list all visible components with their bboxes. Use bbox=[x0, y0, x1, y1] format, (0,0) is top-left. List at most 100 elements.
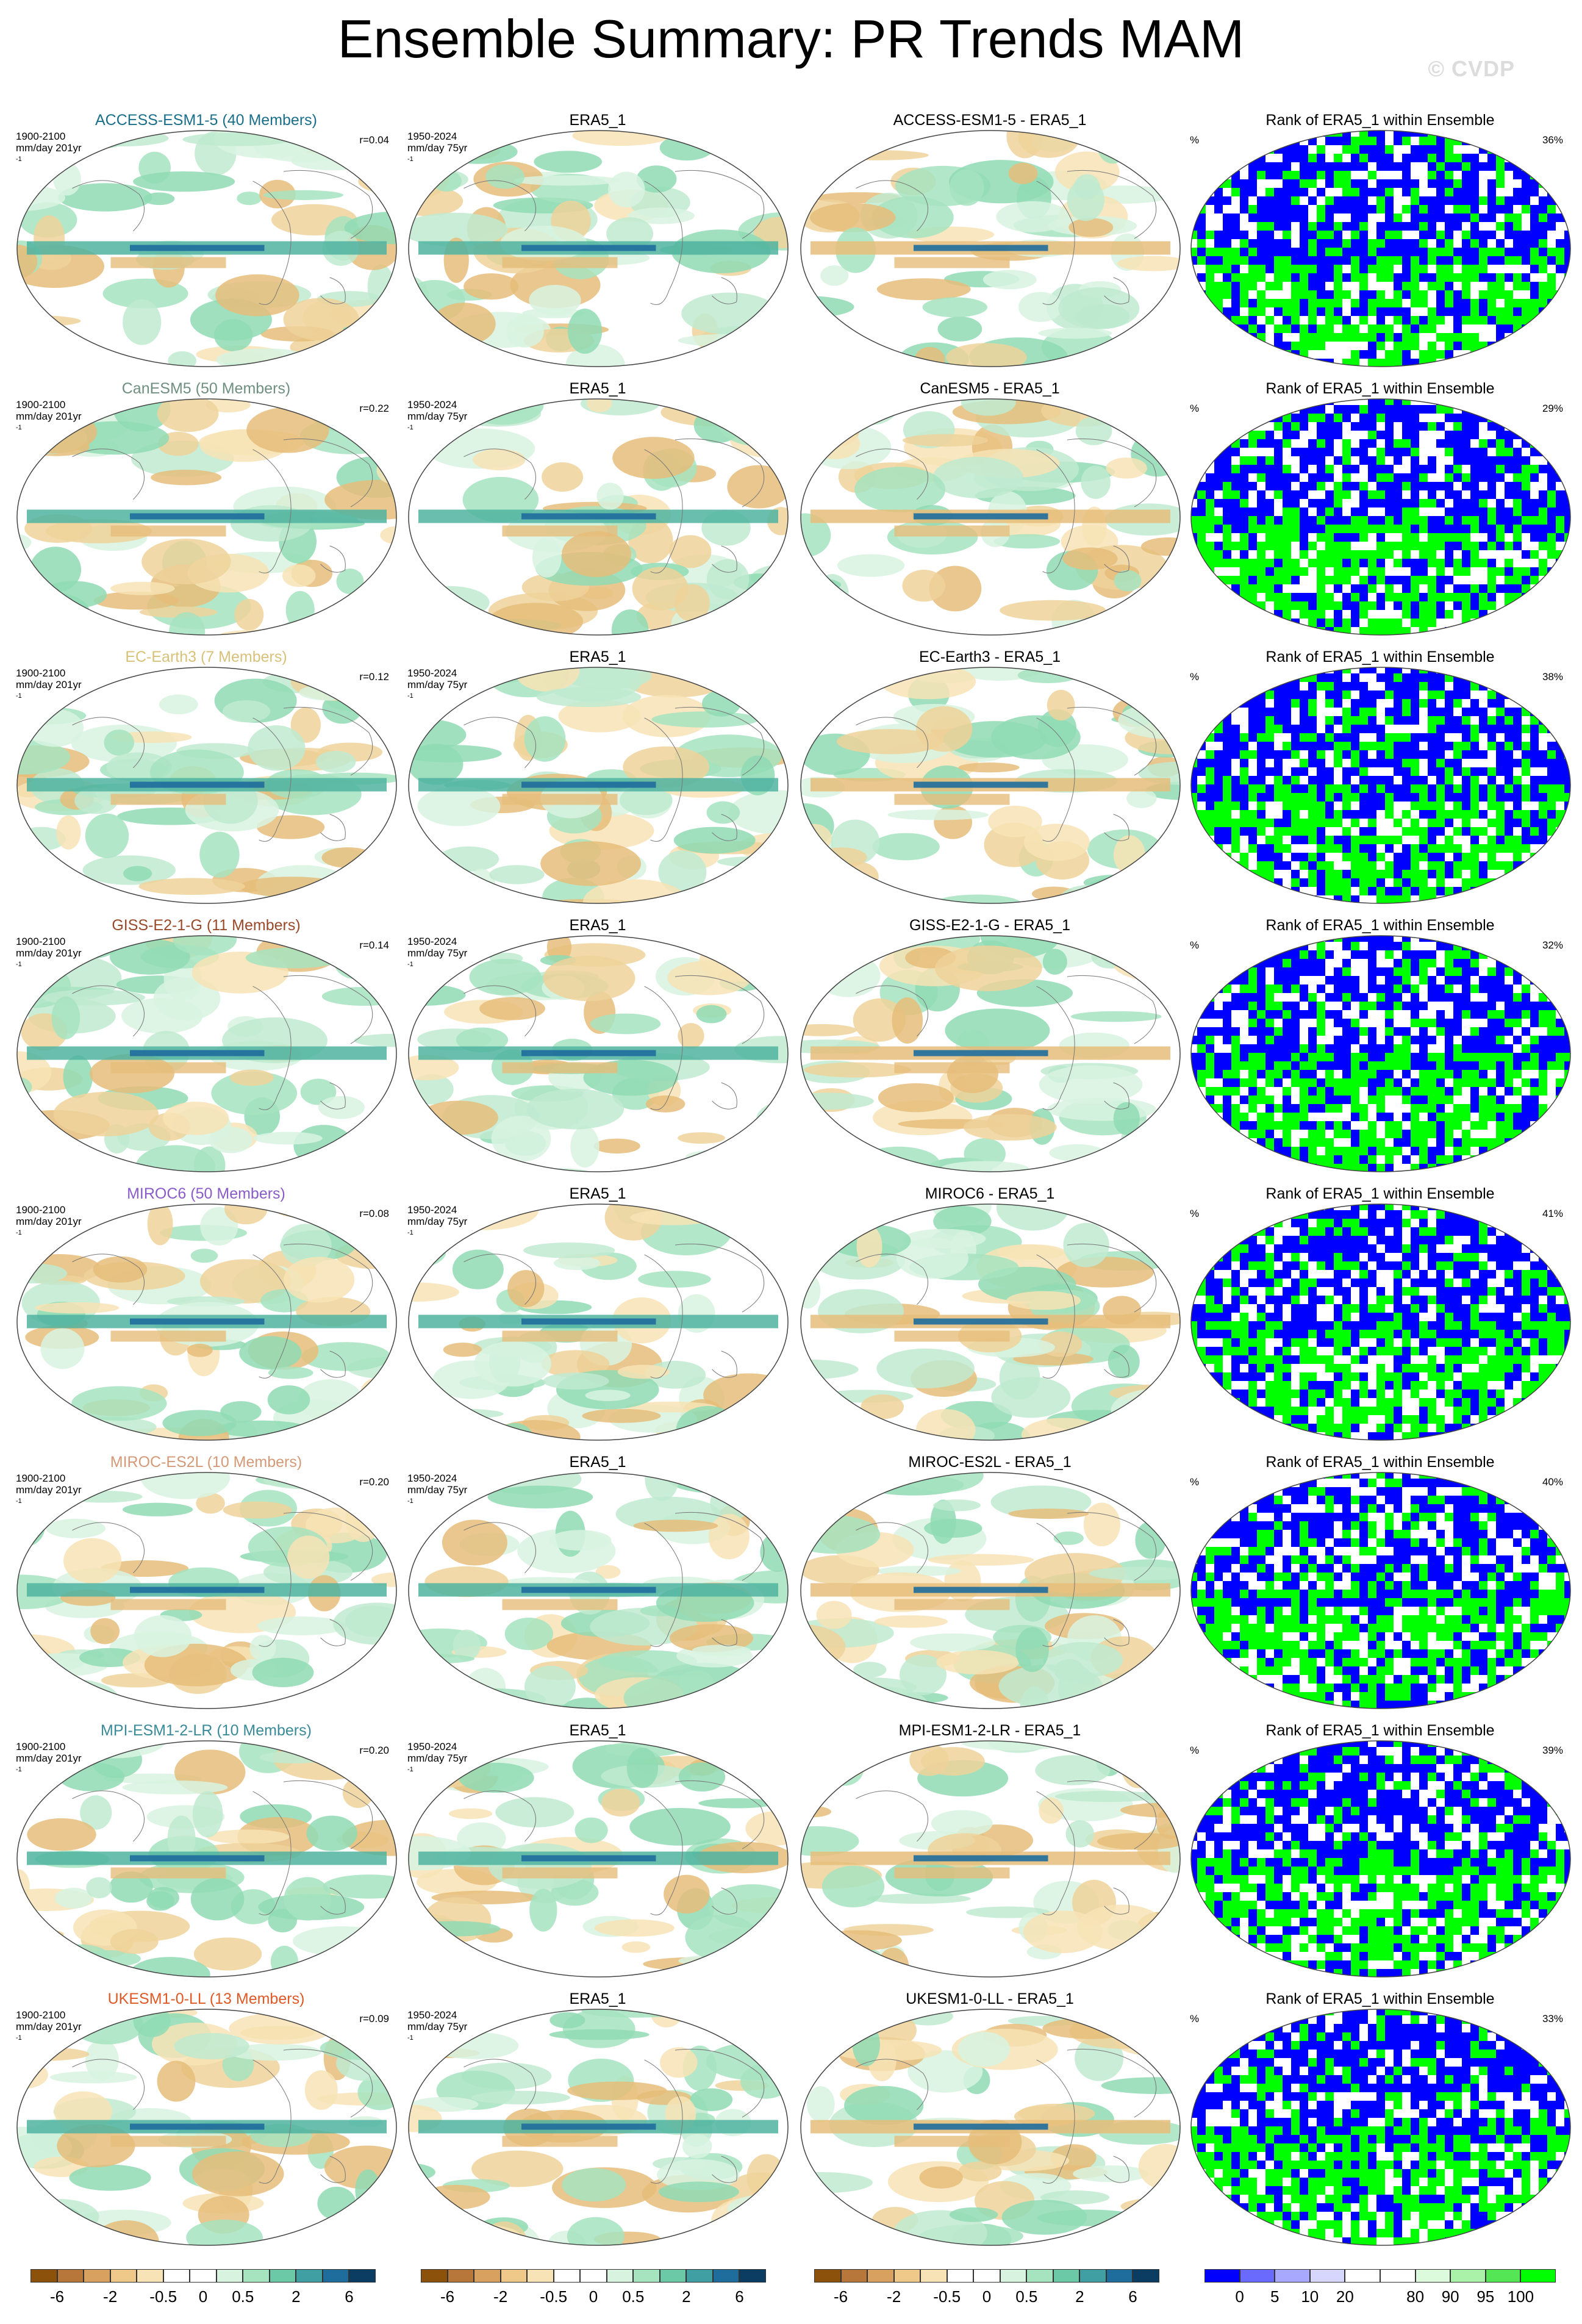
panel-period-units: 1950-2024 mm/day 75yr -1 bbox=[407, 131, 467, 168]
units-label: mm/day 201yr bbox=[16, 142, 82, 154]
panel-period-units: 1900-2100 mm/day 201yr -1 bbox=[16, 1204, 82, 1241]
units-label: mm/day 75yr bbox=[407, 142, 468, 154]
colorbar-tick-label: 2 bbox=[292, 2287, 301, 2306]
difference-panel: ACCESS-ESM1-5 - ERA5_1 bbox=[795, 111, 1185, 373]
colorbar-swatch bbox=[1485, 2269, 1521, 2283]
colorbar-swatch bbox=[739, 2269, 766, 2283]
colorbar-tick-label: 6 bbox=[1128, 2287, 1137, 2306]
model-trend-panel: MIROC6 (50 Members) 1900-2100 mm/day 201yr… bbox=[11, 1185, 401, 1447]
colorbar-swatch bbox=[1026, 2269, 1053, 2283]
colorbar-swatch bbox=[190, 2269, 217, 2283]
panel-title: UKESM1-0-LL - ERA5_1 bbox=[906, 1990, 1074, 2007]
percent-symbol: % bbox=[1190, 939, 1200, 951]
colorbar-swatch bbox=[163, 2269, 190, 2283]
units-exponent: -1 bbox=[16, 156, 22, 163]
pattern-correlation: r=0.14 bbox=[359, 939, 389, 951]
pattern-correlation: r=0.12 bbox=[359, 671, 389, 683]
period-label: 1950-2024 bbox=[407, 936, 457, 947]
rank-panel: Rank of ERA5_1 within Ensemble% 33% bbox=[1185, 1990, 1575, 2252]
colorbar-tick-label: 5 bbox=[1270, 2287, 1280, 2306]
panel-period-units: 1900-2100 mm/day 201yr -1 bbox=[16, 2009, 82, 2046]
colorbar-tick-label: -6 bbox=[833, 2287, 848, 2306]
colorbar-tick-label: 6 bbox=[345, 2287, 354, 2306]
colorbar-swatch bbox=[947, 2269, 974, 2283]
pattern-correlation: r=0.22 bbox=[359, 403, 389, 414]
percent-symbol: % bbox=[1190, 1745, 1200, 1756]
colorbar-swatch bbox=[1309, 2269, 1345, 2283]
panel-period-units: 1900-2100 mm/day 201yr -1 bbox=[16, 1741, 82, 1778]
panel-title: Rank of ERA5_1 within Ensemble bbox=[1265, 1454, 1495, 1471]
units-exponent: -1 bbox=[407, 156, 413, 163]
units-label: mm/day 75yr bbox=[407, 2021, 468, 2032]
colorbar-swatch bbox=[1000, 2269, 1027, 2283]
percent-symbol: % bbox=[1190, 403, 1200, 414]
rank-panel: Rank of ERA5_1 within Ensemble% 29% bbox=[1185, 379, 1575, 642]
panel-title: MPI-ESM1-2-LR - ERA5_1 bbox=[898, 1722, 1081, 1739]
colorbar-swatch bbox=[712, 2269, 740, 2283]
panel-period-units: 1950-2024 mm/day 75yr -1 bbox=[407, 1472, 467, 1510]
difference-panel: EC-Earth3 - ERA5_1 bbox=[795, 648, 1185, 910]
panel-period-units: 1950-2024 mm/day 75yr -1 bbox=[407, 2009, 467, 2046]
colorbar-tick-label: -0.5 bbox=[540, 2287, 568, 2306]
units-label: mm/day 75yr bbox=[407, 947, 468, 959]
colorbar-tick-label: 95 bbox=[1476, 2287, 1495, 2306]
panel-title: ERA5_1 bbox=[569, 1990, 626, 2007]
colorbar-tick-label: 2 bbox=[1075, 2287, 1084, 2306]
panel-title: CanESM5 - ERA5_1 bbox=[920, 380, 1060, 397]
panel-title: Rank of ERA5_1 within Ensemble bbox=[1265, 1722, 1495, 1739]
rank-percent: 33% bbox=[1542, 2013, 1563, 2025]
panel-period-units: 1950-2024 mm/day 75yr -1 bbox=[407, 399, 467, 436]
colorbar-swatch bbox=[1520, 2269, 1556, 2283]
units-label: mm/day 201yr bbox=[16, 411, 82, 422]
colorbar-swatch bbox=[686, 2269, 713, 2283]
units-label: mm/day 75yr bbox=[407, 679, 468, 690]
colorbar-swatch bbox=[243, 2269, 270, 2283]
units-exponent: -1 bbox=[16, 1229, 22, 1236]
panel-title: ACCESS-ESM1-5 (40 Members) bbox=[95, 112, 317, 129]
model-trend-panel: MIROC-ES2L (10 Members) 1900-2100 mm/day 2… bbox=[11, 1453, 401, 1715]
model-trend-panel: MPI-ESM1-2-LR (10 Members) 1900-2100 mm/da… bbox=[11, 1721, 401, 1984]
colorbar-swatch bbox=[349, 2269, 376, 2283]
panel-title: Rank of ERA5_1 within Ensemble bbox=[1265, 917, 1495, 934]
colorbar-swatch bbox=[867, 2269, 894, 2283]
colorbar-swatch bbox=[322, 2269, 349, 2283]
colorbar-tick-label: -0.5 bbox=[149, 2287, 177, 2306]
units-label: mm/day 75yr bbox=[407, 1216, 468, 1227]
units-label: mm/day 201yr bbox=[16, 1752, 82, 1764]
model-trend-panel: ACCESS-ESM1-5 (40 Members) 1900-2100 mm/da… bbox=[11, 111, 401, 373]
model-trend-panel: CanESM5 (50 Members) 1900-2100 mm/day 201y… bbox=[11, 379, 401, 642]
difference-panel: GISS-E2-1-G - ERA5_1 bbox=[795, 916, 1185, 1178]
rank-panel: Rank of ERA5_1 within Ensemble% 39% bbox=[1185, 1721, 1575, 1984]
colorbar-swatch bbox=[269, 2269, 296, 2283]
percent-symbol: % bbox=[1190, 671, 1200, 683]
colorbar-tick-label: 10 bbox=[1301, 2287, 1319, 2306]
panel-period-units: 1900-2100 mm/day 201yr -1 bbox=[16, 399, 82, 436]
rank-colorbar: 0 5 10 20 80 90 95 100 bbox=[1204, 2269, 1556, 2312]
rank-panel: Rank of ERA5_1 within Ensemble% 40% bbox=[1185, 1453, 1575, 1715]
percent-symbol: % bbox=[1190, 134, 1200, 146]
percent-symbol: % bbox=[1190, 1208, 1200, 1219]
colorbar-swatch bbox=[30, 2269, 57, 2283]
panel-title: Rank of ERA5_1 within Ensemble bbox=[1265, 648, 1495, 665]
colorbar-tick-label: 100 bbox=[1507, 2287, 1534, 2306]
colorbar-swatch bbox=[296, 2269, 323, 2283]
colorbar-swatch bbox=[606, 2269, 634, 2283]
colorbar-tick-label: -0.5 bbox=[933, 2287, 961, 2306]
colorbar-swatch bbox=[447, 2269, 474, 2283]
period-label: 1950-2024 bbox=[407, 2009, 457, 2021]
panel-title: Rank of ERA5_1 within Ensemble bbox=[1265, 112, 1495, 129]
rank-percent: 40% bbox=[1542, 1476, 1563, 1488]
pattern-correlation: r=0.04 bbox=[359, 134, 389, 146]
panel-period-units: 1900-2100 mm/day 201yr -1 bbox=[16, 936, 82, 973]
panel-period-units: 1950-2024 mm/day 75yr -1 bbox=[407, 936, 467, 973]
rank-panel: Rank of ERA5_1 within Ensemble% 36% bbox=[1185, 111, 1575, 373]
period-label: 1900-2100 bbox=[16, 936, 66, 947]
percent-symbol: % bbox=[1190, 1476, 1200, 1488]
period-label: 1900-2100 bbox=[16, 131, 66, 142]
units-exponent: -1 bbox=[16, 961, 22, 968]
rank-panel: Rank of ERA5_1 within Ensemble% 41% bbox=[1185, 1185, 1575, 1447]
colorbar-swatch bbox=[1106, 2269, 1133, 2283]
panel-title: ERA5_1 bbox=[569, 1722, 626, 1739]
colorbar-tick-label: 20 bbox=[1336, 2287, 1354, 2306]
colorbar-tick-label: 0 bbox=[982, 2287, 992, 2306]
